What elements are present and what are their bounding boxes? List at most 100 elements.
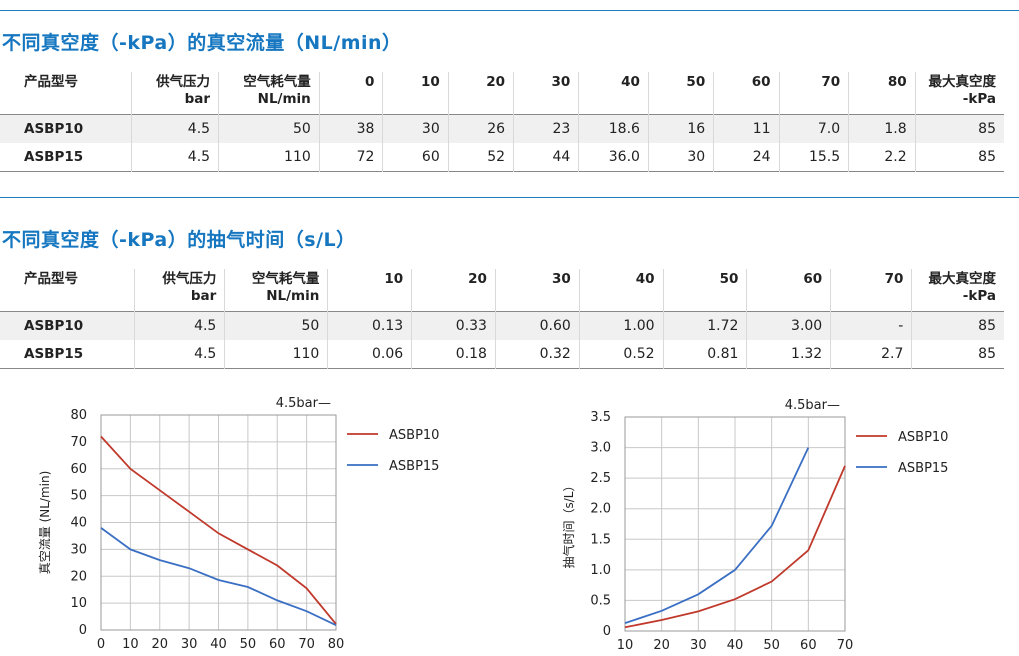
table-cell: 0.06 xyxy=(327,340,413,369)
table-cell: 23 xyxy=(513,114,580,143)
column-header: 50 xyxy=(663,269,748,312)
y-axis-label: 抽气时间（s/L） xyxy=(561,480,576,569)
table-cell: 4.5 xyxy=(131,143,220,172)
legend-label: ASBP15 xyxy=(898,461,948,476)
x-tick-label: 10 xyxy=(617,638,634,653)
x-tick-label: 30 xyxy=(690,638,707,653)
table-cell: 52 xyxy=(448,143,515,172)
table-cell: ASBP10 xyxy=(0,311,135,340)
table-cell: 3.00 xyxy=(746,311,832,340)
table-cell: 15.5 xyxy=(779,143,850,172)
x-tick-label: 30 xyxy=(181,637,198,652)
x-tick-label: 50 xyxy=(763,638,780,653)
column-header: 30 xyxy=(513,72,580,115)
table-cell: 50 xyxy=(224,311,329,340)
column-header: 70 xyxy=(830,269,913,312)
chart-title: 4.5bar— xyxy=(276,396,331,411)
table-cell: 85 xyxy=(978,149,996,165)
y-tick-label: 70 xyxy=(70,435,87,450)
y-tick-label: 2.5 xyxy=(590,471,611,486)
column-header: 0 xyxy=(319,72,384,115)
table-cell: 110 xyxy=(218,143,320,172)
column-header: 产品型号 xyxy=(0,72,132,115)
x-tick-label: 40 xyxy=(210,637,227,652)
plot-frame xyxy=(100,414,337,631)
flow-table: 产品型号 供气压力 bar 空气耗气量 NL/min 0 10 20 30 40 50 60 70 80 最… xyxy=(0,72,1004,172)
table-row: ASBP15 4.5 110 0.06 0.18 0.32 0.52 0.81 1.32 2.7 8… xyxy=(0,340,1004,369)
column-header: 40 xyxy=(579,269,664,312)
y-tick-label: 80 xyxy=(70,408,87,423)
table-cell: 16 xyxy=(648,114,715,143)
table-cell: 0.60 xyxy=(495,311,580,340)
column-header: 70 xyxy=(779,72,850,115)
table-cell: 18.6 xyxy=(578,114,649,143)
table-cell: 4.5 xyxy=(131,114,220,143)
y-tick-label: 60 xyxy=(70,462,87,477)
series-line xyxy=(100,527,337,627)
evac-time-chart: 10 20 30 40 50 60 70 0 0.5 1.0 1.5 2.0 2.5 3.0 3.5 4.5b… xyxy=(561,398,948,653)
table-cell: 0.13 xyxy=(327,311,413,340)
section2-title: 不同真空度（-kPa）的抽气时间（s/L） xyxy=(2,229,356,251)
legend-label: ASBP10 xyxy=(898,430,948,445)
x-tick-label: 0 xyxy=(97,637,105,652)
table-row: ASBP15 4.5 110 72 60 52 44 36.0 30 24 15.5 2.2 85 xyxy=(0,143,1004,172)
table-cell: 1.32 xyxy=(746,340,832,369)
table-cell: 11 xyxy=(713,114,780,143)
table-cell: 30 xyxy=(648,143,715,172)
table-cell: ASBP15 xyxy=(0,143,132,172)
x-tick-label: 70 xyxy=(298,637,315,652)
x-tick-label: 20 xyxy=(151,637,168,652)
y-tick-label: 20 xyxy=(70,569,87,584)
x-tick-label: 60 xyxy=(269,637,286,652)
y-tick-label: 0.5 xyxy=(590,593,611,608)
column-header: 最大真空度 -kPa xyxy=(928,74,997,107)
x-tick-label: 20 xyxy=(653,638,670,653)
table-cell: 4.5 xyxy=(134,311,226,340)
table-cell: ASBP10 xyxy=(0,114,132,143)
table-cell: 85 xyxy=(978,346,996,362)
column-header: 20 xyxy=(411,269,496,312)
column-header: 10 xyxy=(382,72,449,115)
table-cell: 85 xyxy=(915,114,1004,143)
table-cell: 85 xyxy=(911,311,1004,340)
x-tick-label: 60 xyxy=(800,638,817,653)
series-line xyxy=(624,447,810,624)
table-cell: 26 xyxy=(448,114,515,143)
series-line xyxy=(100,435,337,625)
y-tick-label: 2.0 xyxy=(590,502,611,517)
y-tick-label: 10 xyxy=(70,596,87,611)
y-tick-label: 1.0 xyxy=(590,563,611,578)
table-cell: 44 xyxy=(513,143,580,172)
table-cell: 50 xyxy=(218,114,320,143)
y-tick-label: 50 xyxy=(70,489,87,504)
table-row: ASBP10 4.5 50 0.13 0.33 0.60 1.00 1.72 3.00-85 xyxy=(0,311,1004,340)
table-cell: 1.00 xyxy=(579,311,664,340)
table-cell: 4.5 xyxy=(134,340,226,369)
y-tick-label: 3.5 xyxy=(590,410,611,425)
table-cell: ASBP15 xyxy=(0,340,135,369)
header-row: 产品型号 供气压力 bar 空气耗气量 NL/min 10 20 30 40 50 60 70 最大真空… xyxy=(0,269,1004,312)
table-cell: - xyxy=(830,311,913,340)
table-cell: 60 xyxy=(382,143,449,172)
column-header: 最大真空度 -kPa xyxy=(928,271,997,304)
top-divider xyxy=(0,10,1019,11)
x-tick-label: 80 xyxy=(328,637,345,652)
column-header: 10 xyxy=(327,269,413,312)
table-cell: 0.18 xyxy=(411,340,496,369)
evac-time-table: 产品型号 供气压力 bar 空气耗气量 NL/min 10 20 30 40 50 60 70 最大真空… xyxy=(0,269,1004,369)
x-tick-label: 50 xyxy=(240,637,257,652)
table-cell: 2.7 xyxy=(830,340,913,369)
column-header: 80 xyxy=(848,72,916,115)
column-header: 50 xyxy=(648,72,715,115)
column-header: 空气耗气量 NL/min xyxy=(224,269,329,312)
flow-chart: 0 10 20 30 40 50 60 70 80 0 10 20 30 40 50 60 70 80 4.5bar… xyxy=(38,396,439,652)
table-cell: 30 xyxy=(382,114,449,143)
column-header: 供气压力 bar xyxy=(134,269,226,312)
column-header: 产品型号 xyxy=(0,269,135,312)
series-line xyxy=(624,465,846,629)
y-tick-label: 40 xyxy=(70,516,87,531)
x-tick-label: 70 xyxy=(837,638,854,653)
table-cell: 24 xyxy=(713,143,780,172)
table-cell: 1.8 xyxy=(848,114,916,143)
y-tick-label: 30 xyxy=(70,542,87,557)
